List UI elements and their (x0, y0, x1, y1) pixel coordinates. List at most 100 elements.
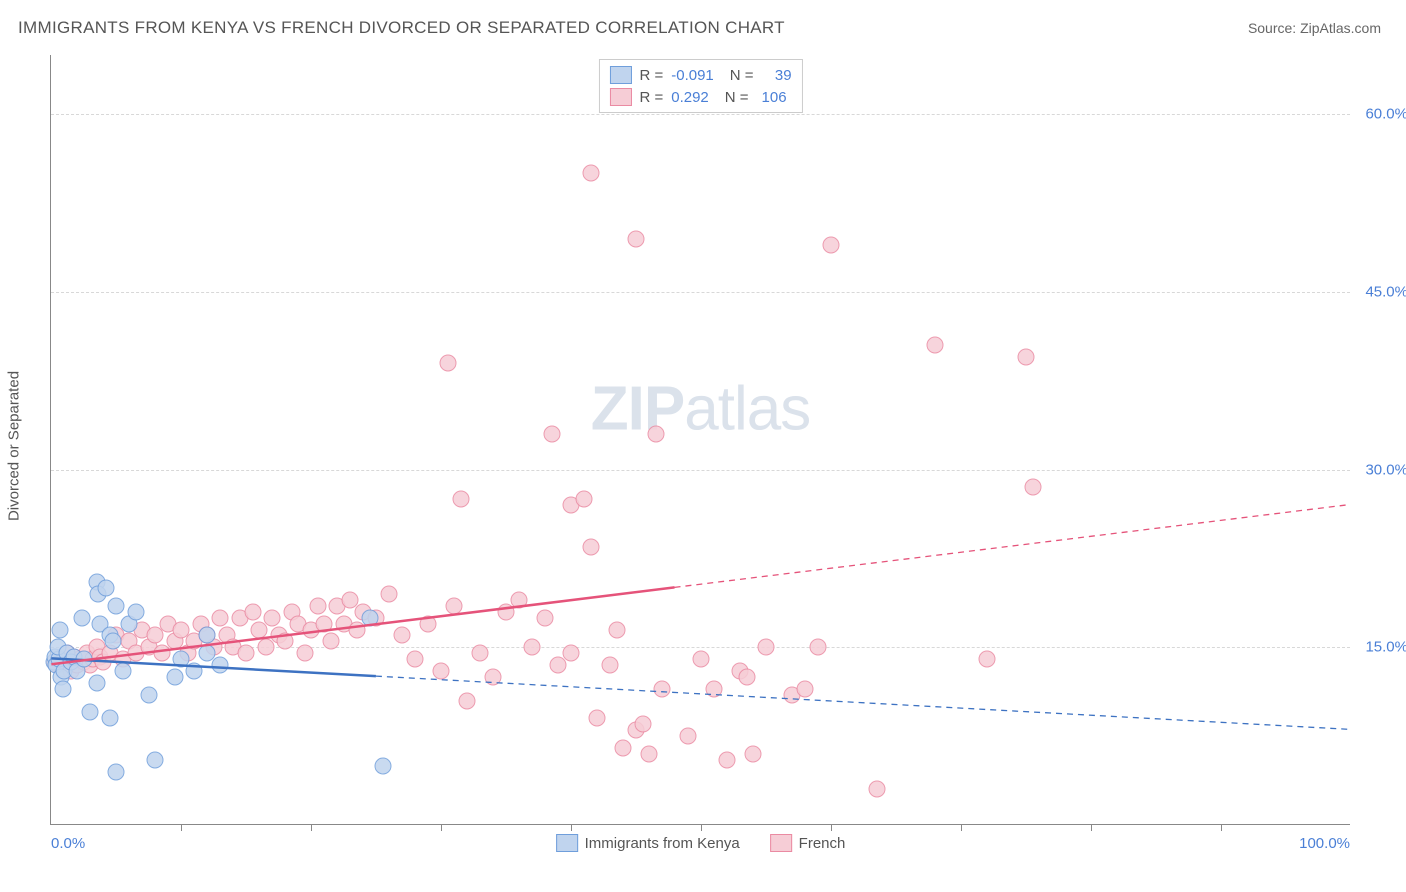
scatter-point-pink (543, 426, 560, 443)
n-value-blue: 39 (762, 67, 792, 84)
scatter-point-pink (615, 740, 632, 757)
scatter-point-pink (322, 633, 339, 650)
trend-line (376, 676, 1350, 729)
scatter-point-blue (186, 663, 203, 680)
y-axis-label: Divorced or Separated (6, 371, 23, 521)
scatter-point-blue (147, 751, 164, 768)
scatter-point-pink (472, 645, 489, 662)
scatter-point-pink (745, 745, 762, 762)
swatch-blue-icon (556, 834, 578, 852)
trend-line (675, 505, 1350, 588)
scatter-point-pink (407, 651, 424, 668)
x-tick (1221, 824, 1222, 831)
legend-item-pink: French (770, 834, 846, 852)
n-value-pink: 106 (757, 89, 787, 106)
y-tick-label: 45.0% (1365, 283, 1406, 300)
scatter-point-pink (459, 692, 476, 709)
scatter-point-blue (361, 609, 378, 626)
scatter-point-blue (127, 603, 144, 620)
scatter-point-pink (1018, 349, 1035, 366)
source-attribution: Source: ZipAtlas.com (1248, 20, 1381, 36)
scatter-point-blue (212, 657, 229, 674)
scatter-point-pink (647, 426, 664, 443)
r-value-blue: -0.091 (671, 67, 714, 84)
y-tick-label: 15.0% (1365, 639, 1406, 656)
scatter-point-pink (608, 621, 625, 638)
scatter-point-blue (108, 597, 125, 614)
scatter-point-pink (738, 668, 755, 685)
x-tick (961, 824, 962, 831)
x-tick (311, 824, 312, 831)
gridline (51, 114, 1350, 115)
scatter-point-blue (108, 763, 125, 780)
x-tick (441, 824, 442, 831)
scatter-point-pink (446, 597, 463, 614)
scatter-point-pink (810, 639, 827, 656)
scatter-point-pink (420, 615, 437, 632)
scatter-point-pink (439, 355, 456, 372)
scatter-point-pink (602, 657, 619, 674)
scatter-point-pink (277, 633, 294, 650)
series-legend: Immigrants from Kenya French (556, 834, 846, 852)
scatter-point-pink (1024, 479, 1041, 496)
scatter-point-pink (563, 645, 580, 662)
y-tick-label: 30.0% (1365, 461, 1406, 478)
x-tick (181, 824, 182, 831)
scatter-point-blue (101, 710, 118, 727)
swatch-pink (609, 88, 631, 106)
n-label: N = (725, 89, 749, 106)
scatter-point-pink (433, 663, 450, 680)
scatter-point-blue (74, 609, 91, 626)
scatter-point-pink (719, 751, 736, 768)
trend-lines (51, 55, 1350, 824)
legend-row-pink: R = 0.292 N = 106 (609, 86, 791, 108)
scatter-point-pink (537, 609, 554, 626)
x-tick (831, 824, 832, 831)
swatch-blue (609, 66, 631, 84)
scatter-point-pink (797, 680, 814, 697)
watermark: ZIPatlas (591, 373, 810, 444)
scatter-point-pink (758, 639, 775, 656)
scatter-point-pink (381, 586, 398, 603)
scatter-point-pink (823, 236, 840, 253)
scatter-point-pink (576, 491, 593, 508)
legend-row-blue: R = -0.091 N = 39 (609, 64, 791, 86)
scatter-point-blue (88, 674, 105, 691)
y-tick-label: 60.0% (1365, 106, 1406, 123)
scatter-point-pink (316, 615, 333, 632)
scatter-point-pink (524, 639, 541, 656)
scatter-point-blue (140, 686, 157, 703)
scatter-point-pink (927, 337, 944, 354)
correlation-legend-box: R = -0.091 N = 39 R = 0.292 N = 106 (598, 59, 802, 113)
scatter-point-pink (868, 781, 885, 798)
scatter-point-blue (114, 663, 131, 680)
x-tick (571, 824, 572, 831)
scatter-point-blue (199, 627, 216, 644)
x-axis-max-label: 100.0% (1299, 835, 1350, 852)
scatter-point-pink (485, 668, 502, 685)
scatter-point-pink (511, 591, 528, 608)
scatter-point-pink (296, 645, 313, 662)
r-value-pink: 0.292 (671, 89, 709, 106)
legend-label-blue: Immigrants from Kenya (585, 835, 740, 852)
scatter-point-pink (238, 645, 255, 662)
scatter-point-pink (589, 710, 606, 727)
scatter-point-pink (394, 627, 411, 644)
scatter-point-pink (244, 603, 261, 620)
watermark-atlas: atlas (684, 374, 810, 443)
scatter-point-pink (641, 745, 658, 762)
plot-area: 15.0%30.0%45.0%60.0% ZIPatlas R = -0.091… (50, 55, 1350, 825)
legend-label-pink: French (799, 835, 846, 852)
x-tick (701, 824, 702, 831)
scatter-point-blue (166, 668, 183, 685)
scatter-point-pink (706, 680, 723, 697)
scatter-point-pink (212, 609, 229, 626)
scatter-point-pink (634, 716, 651, 733)
gridline (51, 292, 1350, 293)
scatter-point-blue (75, 651, 92, 668)
scatter-point-pink (628, 230, 645, 247)
scatter-point-blue (97, 580, 114, 597)
n-label: N = (730, 67, 754, 84)
scatter-point-pink (582, 538, 599, 555)
scatter-point-pink (654, 680, 671, 697)
